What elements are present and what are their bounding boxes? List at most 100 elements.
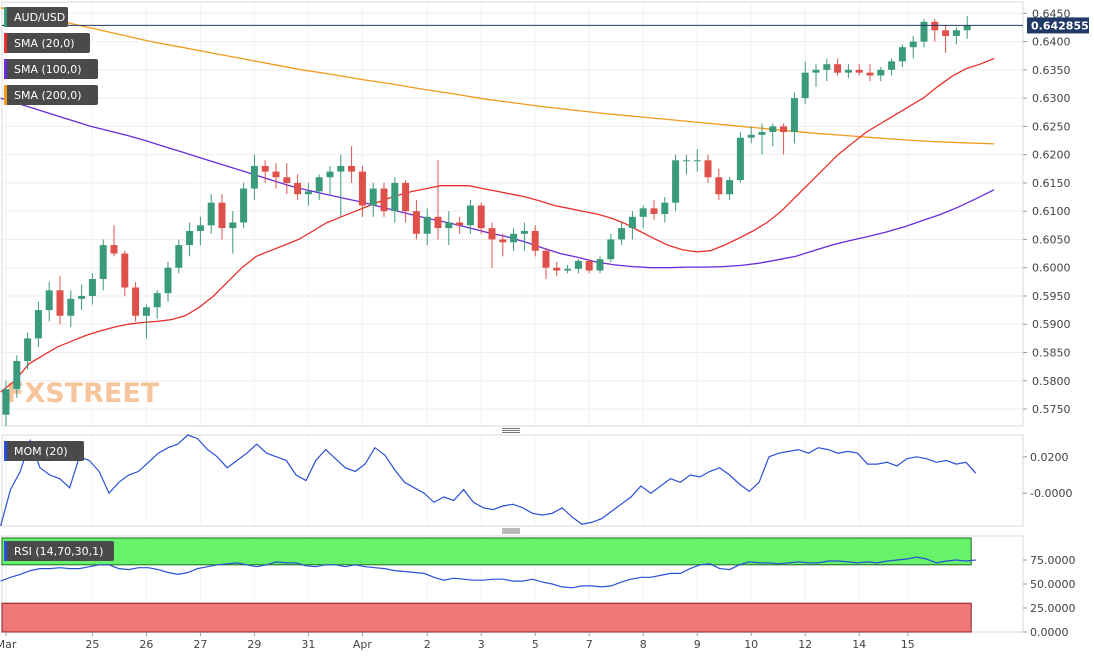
bearish-candle xyxy=(499,239,507,243)
main-series-3-legend-box xyxy=(4,85,98,105)
x-tick-label: 15 xyxy=(901,638,915,651)
bullish-candle xyxy=(758,132,766,135)
main-y-tick-label: 0.5900 xyxy=(1032,318,1071,331)
bullish-candle xyxy=(142,307,150,316)
mom-legend-box xyxy=(4,441,84,461)
main-series-3-legend-label: SMA (200,0) xyxy=(14,89,82,102)
bullish-candle xyxy=(693,160,701,162)
mom-y-tick-label: -0.0000 xyxy=(1030,487,1072,500)
main-y-tick-label: 0.6300 xyxy=(1032,92,1071,105)
main-panel-frame xyxy=(1,1,1024,427)
main-y-tick-label: 0.6100 xyxy=(1032,205,1071,218)
bearish-candle xyxy=(434,216,442,229)
main-series-2-legend-swatch xyxy=(4,59,7,79)
x-tick-label: 9 xyxy=(694,638,701,651)
rsi-y-tick-label: 25.0000 xyxy=(1030,602,1076,615)
legends: AUD/USD SMA (20,0) SMA (100,0) SMA (200,0) M… xyxy=(4,7,114,561)
x-axis: Mar 25 26 27 29 31 Apr 2 3 5 7 8 9 10 12 14 15 xyxy=(0,632,915,651)
bullish-candle xyxy=(250,165,258,189)
main-series-0-legend-box xyxy=(4,7,68,27)
x-tick-label: 2 xyxy=(424,638,431,651)
bearish-candle xyxy=(121,253,129,288)
bearish-candle xyxy=(110,245,118,254)
bullish-candle xyxy=(304,191,312,195)
main-y-tick-label: 0.6050 xyxy=(1032,233,1071,246)
x-tick-label: Apr xyxy=(353,638,373,651)
rsi-legend-swatch xyxy=(4,541,7,561)
bearish-candle xyxy=(531,230,539,251)
bearish-candle xyxy=(542,250,550,268)
bullish-candle xyxy=(920,21,928,42)
bearish-candle xyxy=(272,171,280,178)
x-tick-label: 8 xyxy=(640,638,647,651)
panel-splitters[interactable] xyxy=(502,428,520,534)
bullish-candle xyxy=(801,72,809,99)
bullish-candle xyxy=(315,177,323,192)
main-y-tick-label: 0.6150 xyxy=(1032,177,1071,190)
bearish-candle xyxy=(715,177,723,195)
bearish-candle xyxy=(834,64,842,73)
x-tick-label: 25 xyxy=(85,638,99,651)
bearish-candle xyxy=(132,287,140,316)
rsi-zones xyxy=(1,537,972,633)
rsi-legend-box xyxy=(4,541,114,561)
main-y-tick-label: 0.5850 xyxy=(1032,347,1071,360)
bullish-candle xyxy=(186,230,194,246)
sma-lines xyxy=(0,7,995,393)
bearish-candle xyxy=(931,21,939,31)
bullish-candle xyxy=(618,228,626,240)
main-series-3-legend-swatch xyxy=(4,85,7,105)
bullish-candle xyxy=(607,239,615,260)
bullish-candle xyxy=(423,216,431,234)
mom-legend-swatch xyxy=(4,441,7,461)
bearish-candle xyxy=(780,126,788,133)
bearish-candle xyxy=(402,182,410,212)
bearish-candle xyxy=(585,260,593,271)
main-series-1-legend-box xyxy=(4,33,90,53)
bullish-candle xyxy=(164,267,172,294)
bullish-candle xyxy=(13,360,21,390)
x-tick-label: 10 xyxy=(744,638,758,651)
bullish-candle xyxy=(564,268,572,271)
bullish-candle xyxy=(369,188,377,206)
x-tick-label: 27 xyxy=(193,638,207,651)
main-y-tick-label: 0.6250 xyxy=(1032,120,1071,133)
panel-backgrounds xyxy=(1,1,1024,633)
bullish-candle xyxy=(337,165,345,172)
bearish-candle xyxy=(650,208,658,214)
mom-legend-label: MOM (20) xyxy=(14,445,68,458)
bullish-candle xyxy=(207,202,215,226)
main-y-tick-label: 0.6000 xyxy=(1032,262,1071,275)
bullish-candle xyxy=(747,134,755,138)
bullish-candle xyxy=(823,64,831,70)
bullish-candle xyxy=(153,293,161,308)
mom-panel-frame xyxy=(1,434,1024,527)
bullish-candle xyxy=(952,30,960,36)
bullish-candle xyxy=(391,182,399,212)
mom-line-group xyxy=(0,434,977,527)
bearish-candle xyxy=(348,165,356,172)
bullish-candle xyxy=(34,310,42,339)
mom-line xyxy=(0,434,977,527)
bearish-candle xyxy=(412,211,420,234)
bullish-candle xyxy=(24,338,32,361)
bullish-candle xyxy=(196,225,204,231)
x-tick-label: 14 xyxy=(852,638,866,651)
bullish-candle xyxy=(877,69,885,76)
bullish-candle xyxy=(67,298,75,316)
bullish-candle xyxy=(844,69,852,73)
main-series-1-legend-label: SMA (20,0) xyxy=(14,37,75,50)
bearish-candle xyxy=(704,160,712,178)
sma100-line xyxy=(0,97,995,269)
main-series-1-legend-swatch xyxy=(4,33,7,53)
bearish-candle xyxy=(283,177,291,183)
bullish-candle xyxy=(909,41,917,48)
bullish-candle xyxy=(639,208,647,217)
bearish-candle xyxy=(477,205,485,229)
main-y-tick-label: 0.6450 xyxy=(1032,7,1071,20)
bullish-candle xyxy=(672,160,680,203)
bearish-candle xyxy=(218,202,226,229)
bearish-candle xyxy=(456,222,464,226)
